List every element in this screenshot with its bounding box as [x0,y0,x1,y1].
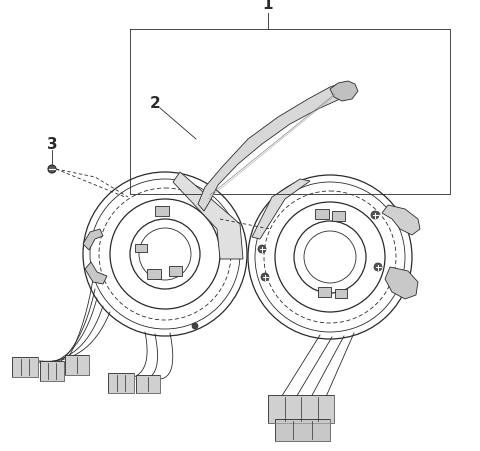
Bar [318,287,331,297]
Circle shape [261,273,269,281]
Circle shape [192,323,198,329]
Bar [147,269,161,279]
Bar [169,267,182,276]
Text: 3: 3 [47,137,57,152]
Bar [332,212,345,221]
Bar [12,357,38,377]
Bar [315,210,329,220]
Circle shape [48,166,56,174]
Bar [268,395,334,423]
Polygon shape [330,82,358,102]
Bar [335,290,347,299]
Polygon shape [252,179,310,239]
Circle shape [258,245,266,253]
Text: 2: 2 [150,95,160,110]
Polygon shape [83,230,103,250]
Bar [155,207,169,216]
Bar [108,373,134,393]
Bar [136,375,160,393]
Text: 1: 1 [263,0,273,12]
Polygon shape [198,84,348,212]
Polygon shape [382,206,420,235]
Circle shape [371,212,379,220]
Bar [40,361,64,381]
Bar [65,355,89,375]
Bar [135,244,147,253]
Bar [275,419,330,441]
Polygon shape [85,262,107,285]
Polygon shape [385,267,418,299]
Circle shape [374,263,382,272]
Polygon shape [173,173,243,259]
